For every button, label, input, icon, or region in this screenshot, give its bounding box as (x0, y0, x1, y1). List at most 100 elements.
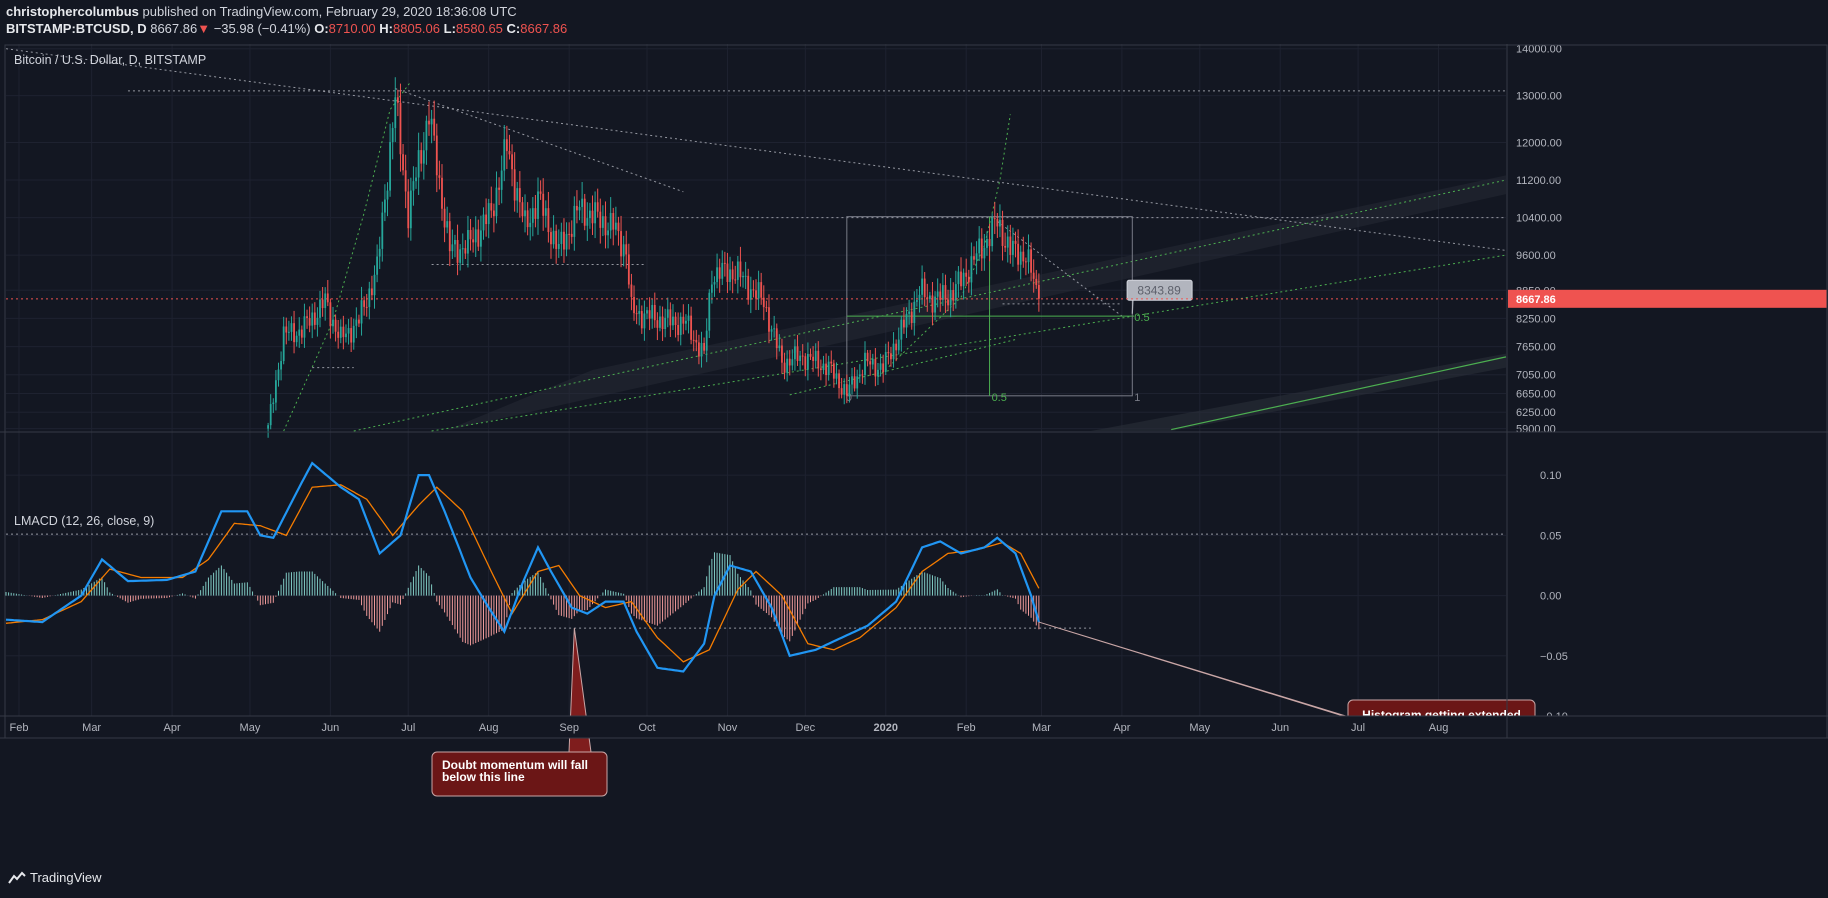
candle-body[interactable] (918, 294, 921, 301)
candle-body[interactable] (965, 272, 968, 277)
candle-body[interactable] (952, 290, 955, 301)
candle-body[interactable] (498, 187, 500, 190)
candle-body[interactable] (666, 309, 669, 318)
candle-body[interactable] (687, 315, 690, 321)
candle-body[interactable] (840, 388, 843, 395)
candle-body[interactable] (381, 212, 384, 249)
candle-body[interactable] (407, 191, 410, 229)
candle-body[interactable] (900, 319, 903, 340)
candle-body[interactable] (986, 238, 988, 248)
candle-body[interactable] (552, 230, 555, 245)
candle-body[interactable] (778, 345, 781, 349)
candle-body[interactable] (622, 244, 625, 257)
candle-body[interactable] (306, 316, 308, 319)
tradingview-brand[interactable]: TradingView (8, 870, 102, 885)
candle-body[interactable] (586, 218, 589, 226)
candle-body[interactable] (565, 233, 568, 250)
candle-body[interactable] (770, 329, 773, 332)
candle-body[interactable] (358, 319, 360, 324)
candle-body[interactable] (308, 318, 311, 326)
candle-body[interactable] (422, 150, 425, 164)
candle-body[interactable] (869, 361, 872, 365)
candle-body[interactable] (625, 244, 628, 255)
candle-body[interactable] (783, 362, 786, 373)
candle-body[interactable] (939, 291, 942, 300)
candle-body[interactable] (1004, 245, 1007, 248)
candle-body[interactable] (921, 278, 923, 295)
candle-body[interactable] (635, 313, 638, 315)
candle-body[interactable] (627, 254, 630, 285)
candle-body[interactable] (703, 342, 706, 351)
candle-body[interactable] (1035, 278, 1038, 285)
candle-body[interactable] (843, 384, 846, 395)
candle-body[interactable] (391, 128, 394, 143)
candle-body[interactable] (700, 342, 703, 357)
candle-body[interactable] (936, 291, 939, 297)
candle-body[interactable] (607, 230, 609, 236)
candle-body[interactable] (534, 208, 537, 219)
candle-body[interactable] (975, 253, 978, 260)
candle-body[interactable] (845, 384, 848, 396)
candle-body[interactable] (760, 282, 763, 298)
candle-body[interactable] (716, 267, 718, 283)
candle-body[interactable] (934, 296, 936, 313)
candle-body[interactable] (677, 325, 680, 335)
candle-body[interactable] (926, 297, 929, 299)
candle-body[interactable] (563, 231, 565, 250)
candle-body[interactable] (895, 343, 898, 351)
candle-body[interactable] (365, 306, 368, 308)
candle-body[interactable] (710, 284, 713, 293)
candle-body[interactable] (999, 219, 1001, 227)
candle-body[interactable] (682, 316, 685, 324)
candle-body[interactable] (342, 326, 345, 338)
candle-body[interactable] (487, 203, 490, 225)
candle-body[interactable] (547, 208, 550, 233)
candle-body[interactable] (319, 299, 321, 318)
candle-body[interactable] (814, 350, 817, 361)
candle-body[interactable] (456, 239, 459, 263)
candle-body[interactable] (513, 169, 516, 201)
candle-body[interactable] (734, 279, 737, 281)
candle-body[interactable] (282, 326, 285, 362)
candle-body[interactable] (659, 316, 661, 328)
candle-body[interactable] (560, 231, 563, 244)
candle-body[interactable] (775, 328, 778, 349)
candle-body[interactable] (931, 295, 934, 313)
candle-body[interactable] (640, 311, 643, 329)
candle-body[interactable] (469, 230, 472, 240)
candle-body[interactable] (433, 118, 436, 136)
candle-body[interactable] (363, 300, 366, 307)
candle-body[interactable] (892, 343, 895, 360)
candle-body[interactable] (879, 363, 882, 370)
candle-body[interactable] (801, 355, 804, 357)
candle-body[interactable] (521, 202, 524, 217)
candle-body[interactable] (599, 211, 602, 228)
candle-body[interactable] (337, 331, 340, 338)
candle-body[interactable] (806, 353, 809, 370)
candle-body[interactable] (739, 261, 742, 278)
candle-body[interactable] (713, 282, 716, 285)
candle-body[interactable] (858, 374, 861, 377)
author-name[interactable]: christophercolumbus (6, 4, 139, 19)
candle-body[interactable] (425, 120, 428, 151)
candle-body[interactable] (915, 300, 918, 302)
candle-body[interactable] (1024, 261, 1027, 263)
candle-body[interactable] (454, 239, 456, 245)
candle-body[interactable] (371, 288, 373, 296)
candle-body[interactable] (773, 328, 776, 330)
candle-body[interactable] (443, 208, 446, 228)
candle-body[interactable] (967, 276, 970, 283)
candle-body[interactable] (643, 313, 646, 329)
candle-body[interactable] (376, 256, 379, 275)
candle-body[interactable] (861, 374, 864, 376)
candle-body[interactable] (827, 361, 830, 376)
candle-body[interactable] (464, 248, 467, 254)
candle-body[interactable] (612, 213, 615, 230)
candle-body[interactable] (954, 284, 957, 301)
candle-body[interactable] (690, 315, 693, 340)
candle-body[interactable] (280, 361, 282, 370)
candle-body[interactable] (674, 316, 677, 326)
candle-body[interactable] (446, 221, 449, 228)
candle-body[interactable] (529, 222, 532, 228)
candle-body[interactable] (661, 316, 664, 330)
